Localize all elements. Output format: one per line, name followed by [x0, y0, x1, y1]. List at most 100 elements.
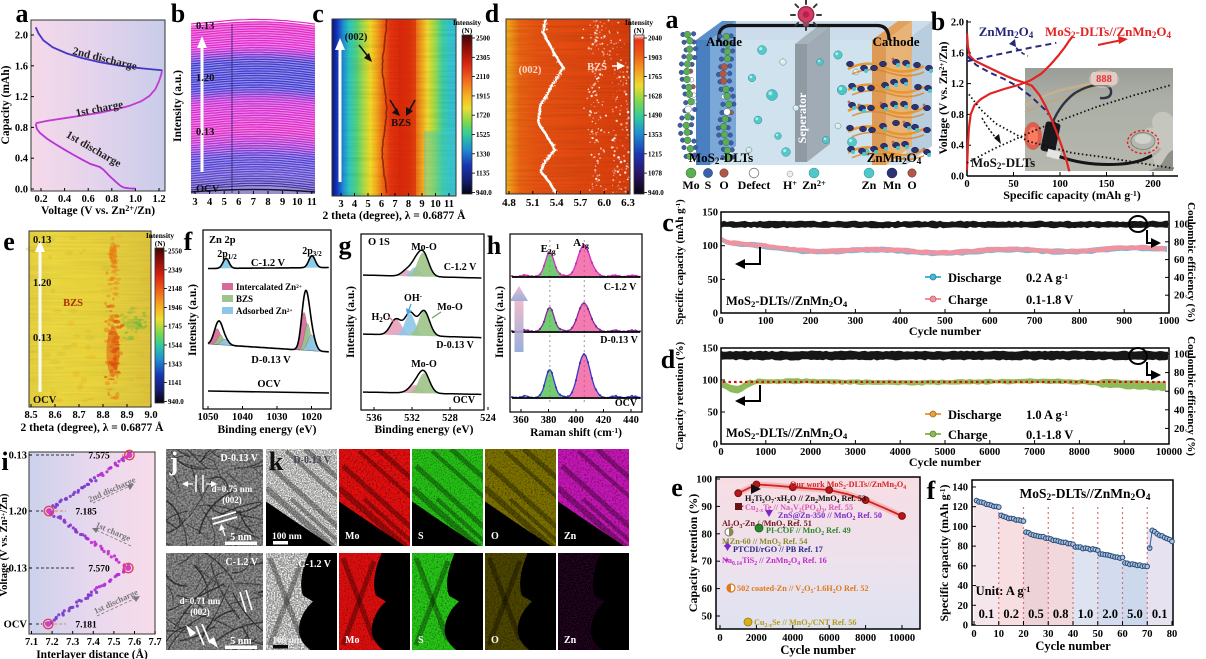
svg-text:940.0: 940.0 [168, 398, 184, 406]
svg-text:2.0: 2.0 [15, 31, 28, 42]
svg-text:70: 70 [702, 557, 713, 568]
svg-text:40: 40 [1068, 629, 1079, 640]
svg-text:8.5: 8.5 [24, 410, 37, 421]
svg-text:OCV: OCV [33, 395, 57, 406]
svg-text:5: 5 [222, 197, 227, 208]
svg-text:0.1-1.8 V: 0.1-1.8 V [1026, 428, 1073, 442]
svg-text:A1g: A1g [573, 237, 589, 250]
svg-text:2110: 2110 [476, 73, 490, 81]
svg-text:2550: 2550 [168, 248, 183, 256]
svg-text:MoS2-DLTs: MoS2-DLTs [689, 150, 753, 166]
svg-text:1.0: 1.0 [1078, 607, 1094, 621]
svg-text:MoS2-DLTs//ZnMn2O4: MoS2-DLTs//ZnMn2O4 [1020, 486, 1151, 503]
svg-text:1.2: 1.2 [15, 92, 28, 103]
svg-text:PI-COF // MnO2 Ref. 49: PI-COF // MnO2 Ref. 49 [766, 526, 851, 537]
svg-text:2.0: 2.0 [1102, 607, 1118, 621]
svg-text:D-0.13 V: D-0.13 V [600, 335, 638, 346]
svg-text:H2Ti3O7·xH2O // Zn2MnO4 Ref. 5: H2Ti3O7·xH2O // Zn2MnO4 Ref. 53 [745, 494, 866, 505]
svg-text:5000: 5000 [935, 447, 956, 458]
svg-text:OCV: OCV [4, 620, 28, 631]
svg-text:O: O [719, 178, 728, 192]
svg-text:1000: 1000 [755, 447, 776, 458]
svg-text:0.2: 0.2 [34, 194, 47, 205]
svg-text:6.3: 6.3 [621, 197, 635, 209]
svg-text:ZnMn2O4: ZnMn2O4 [979, 24, 1034, 40]
svg-text:f: f [927, 476, 936, 505]
svg-text:1903: 1903 [648, 54, 663, 62]
svg-text:BZS: BZS [236, 294, 253, 304]
svg-text:7.4: 7.4 [87, 637, 101, 648]
svg-text:360: 360 [513, 415, 529, 426]
svg-text:0.8: 0.8 [15, 123, 28, 134]
svg-text:900: 900 [1116, 316, 1132, 327]
svg-text:MoS2-DLTs//ZnMn2O4: MoS2-DLTs//ZnMn2O4 [1045, 24, 1172, 40]
svg-text:940.0: 940.0 [476, 189, 492, 197]
svg-text:1078: 1078 [648, 170, 663, 178]
svg-text:Binding energy (eV): Binding energy (eV) [217, 424, 316, 436]
svg-text:10: 10 [994, 629, 1005, 640]
svg-text:60: 60 [958, 561, 969, 572]
svg-text:200: 200 [803, 316, 819, 327]
svg-text:j: j [169, 447, 179, 476]
svg-text:150: 150 [702, 344, 718, 355]
svg-text:1915: 1915 [476, 92, 491, 100]
svg-text:7000: 7000 [1024, 447, 1045, 458]
svg-text:ZnS@Zn-350 // MnO2 Ref. 50: ZnS@Zn-350 // MnO2 Ref. 50 [778, 511, 882, 522]
svg-text:1343: 1343 [168, 360, 183, 368]
svg-text:C-1.2 V: C-1.2 V [604, 282, 637, 293]
svg-text:Zn 2p: Zn 2p [209, 235, 236, 246]
svg-text:C-1.2 V: C-1.2 V [225, 557, 258, 568]
svg-text:1.2: 1.2 [951, 79, 964, 90]
svg-text:2 theta (degree), λ = 0.6877 Å: 2 theta (degree), λ = 0.6877 Å [21, 420, 165, 434]
svg-text:1765: 1765 [648, 73, 663, 81]
svg-text:7.575: 7.575 [88, 452, 110, 462]
svg-text:2.0: 2.0 [951, 18, 964, 29]
svg-text:0.0: 0.0 [15, 185, 28, 196]
svg-text:1.0 A g-1: 1.0 A g-1 [1026, 408, 1068, 422]
svg-text:8.7: 8.7 [72, 410, 85, 421]
svg-text:2 theta (degree), λ = 0.6877 Å: 2 theta (degree), λ = 0.6877 Å [323, 208, 467, 222]
svg-text:Coulombic efficiency (%): Coulombic efficiency (%) [1185, 336, 1197, 456]
svg-text:0.2 A g-1: 0.2 A g-1 [1026, 271, 1068, 285]
svg-text:5.1: 5.1 [526, 197, 540, 209]
svg-text:D-0.13 V: D-0.13 V [220, 453, 258, 464]
svg-text:0.13: 0.13 [196, 21, 214, 32]
svg-text:Capacity retention (%): Capacity retention (%) [686, 494, 700, 612]
svg-text:2p1/2: 2p1/2 [217, 249, 237, 261]
svg-text:0.1-1.8 V: 0.1-1.8 V [1026, 293, 1073, 307]
svg-text:4: 4 [207, 197, 213, 208]
svg-text:700: 700 [1027, 316, 1043, 327]
svg-text:S: S [418, 635, 424, 646]
svg-text:Intensity (a.u.): Intensity (a.u.) [494, 286, 506, 358]
svg-text:100 nm: 100 nm [272, 532, 302, 542]
svg-text:Cu2-xSe // MnO2/CNT Ref. 56: Cu2-xSe // MnO2/CNT Ref. 56 [754, 618, 857, 629]
svg-text:50: 50 [702, 612, 713, 623]
svg-text:100: 100 [702, 241, 718, 252]
svg-text:80: 80 [1174, 368, 1185, 379]
svg-text:e: e [3, 227, 15, 256]
svg-text:H2O: H2O [371, 312, 390, 324]
svg-text:7.3: 7.3 [66, 637, 79, 648]
svg-text:528: 528 [442, 413, 458, 424]
svg-text:Adsorbed Zn2+: Adsorbed Zn2+ [236, 306, 293, 316]
svg-text:9000: 9000 [1114, 447, 1135, 458]
svg-text:1.20: 1.20 [33, 278, 51, 289]
svg-text:Na0.14TiS2 // ZnMn2O4 Ref. 16: Na0.14TiS2 // ZnMn2O4 Ref. 16 [722, 556, 827, 567]
svg-text:C-1.2 V: C-1.2 V [251, 258, 286, 269]
svg-text:1.2: 1.2 [152, 194, 165, 205]
svg-text:100: 100 [952, 522, 968, 533]
svg-text:7.570: 7.570 [88, 565, 110, 575]
svg-text:100 nm: 100 nm [272, 636, 302, 646]
svg-text:c: c [312, 0, 324, 28]
svg-text:O 1S: O 1S [368, 237, 390, 248]
svg-text:6000: 6000 [979, 447, 1000, 458]
svg-text:0: 0 [713, 440, 718, 451]
svg-text:40: 40 [1174, 273, 1185, 284]
svg-text:100: 100 [1174, 350, 1190, 361]
svg-text:2p3/2: 2p3/2 [302, 246, 322, 258]
svg-text:1720: 1720 [476, 112, 491, 120]
svg-text:7.6: 7.6 [128, 637, 141, 648]
svg-text:50: 50 [708, 275, 719, 286]
svg-text:2000: 2000 [746, 633, 767, 644]
svg-text:0.4: 0.4 [951, 141, 965, 152]
